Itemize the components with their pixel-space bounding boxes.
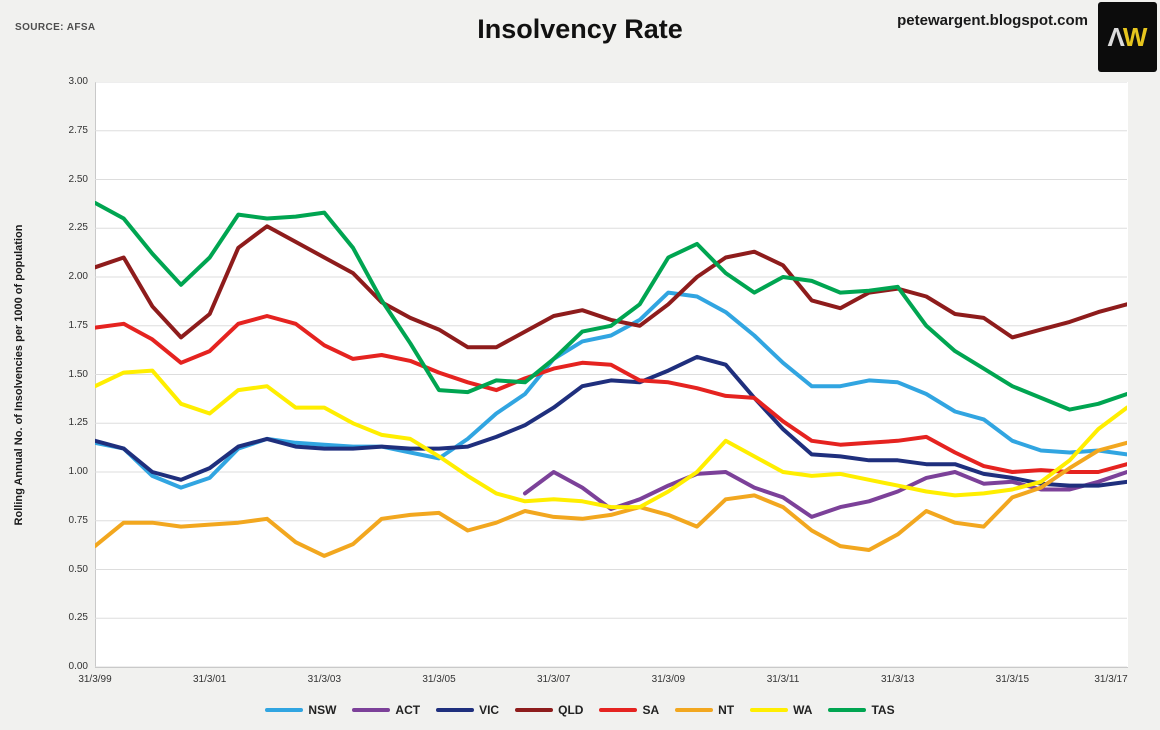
legend-swatch-SA xyxy=(599,708,638,712)
x-tick-label-31/3/09: 31/3/09 xyxy=(651,674,686,685)
series-line-QLD xyxy=(95,224,1127,350)
legend-swatch-ACT xyxy=(352,708,391,712)
x-tick-label-31/3/07: 31/3/07 xyxy=(536,674,571,685)
y-tick-label-1.00: 1.00 xyxy=(68,466,88,477)
legend-label-SA: SA xyxy=(642,703,660,717)
y-tick-label-0.75: 0.75 xyxy=(68,514,88,526)
legend-label-NT: NT xyxy=(718,703,735,717)
series-line-SA xyxy=(95,314,1127,474)
legend-label-TAS: TAS xyxy=(871,703,895,717)
aw-logo-letter-a: Λ xyxy=(1107,21,1125,52)
legend-item-WA: WA xyxy=(750,703,812,717)
site-url: petewargent.blogspot.com xyxy=(897,12,1088,29)
legend-item-VIC: VIC xyxy=(436,703,499,717)
series-line-NT xyxy=(95,440,1127,558)
source-note: SOURCE: AFSA xyxy=(15,22,96,33)
aw-logo-letter-w: W xyxy=(1122,21,1148,52)
legend-label-NSW: NSW xyxy=(308,703,337,717)
legend-label-ACT: ACT xyxy=(395,703,421,717)
y-tick-label-1.50: 1.50 xyxy=(68,368,88,380)
page-title: Insolvency Rate xyxy=(477,14,683,44)
series-line-ACT xyxy=(523,470,1127,519)
x-tick-label-31/3/11: 31/3/11 xyxy=(766,674,800,685)
y-axis-title-text: Rolling Annual No. of Insolvencies per 1… xyxy=(13,224,25,525)
x-tick-label-31/3/01: 31/3/01 xyxy=(192,674,227,685)
legend-label-WA: WA xyxy=(793,703,813,717)
legend-swatch-QLD xyxy=(515,708,554,712)
legend-item-NT: NT xyxy=(675,703,734,717)
series-line-TAS xyxy=(95,200,1127,412)
legend-item-SA: SA xyxy=(599,703,659,717)
legend-swatch-VIC xyxy=(436,708,475,712)
legend-swatch-NSW xyxy=(265,708,304,712)
x-tick-label-31/3/05: 31/3/05 xyxy=(422,674,456,685)
y-tick-label-2.25: 2.25 xyxy=(68,222,88,234)
chart-legend: NSW ACT VIC QLD SA NT WA TAS xyxy=(0,703,1160,717)
legend-item-NSW: NSW xyxy=(265,703,336,717)
legend-label-QLD: QLD xyxy=(558,703,584,717)
y-tick-label-2.50: 2.50 xyxy=(68,173,88,185)
y-tick-label-1.75: 1.75 xyxy=(68,319,88,331)
x-tick-label-31/3/03: 31/3/03 xyxy=(307,674,342,685)
y-tick-label-2.75: 2.75 xyxy=(68,124,88,136)
legend-swatch-TAS xyxy=(828,708,867,712)
legend-swatch-NT xyxy=(675,708,714,712)
y-tick-label-3.00: 3.00 xyxy=(68,76,88,87)
series-line-WA xyxy=(95,368,1127,510)
legend-swatch-WA xyxy=(750,708,789,712)
y-tick-label-0.50: 0.50 xyxy=(68,563,88,575)
legend-item-TAS: TAS xyxy=(828,703,895,717)
series-line-VIC xyxy=(95,354,1127,488)
x-tick-label-31/3/13: 31/3/13 xyxy=(880,674,915,685)
y-axis-title: Rolling Annual No. of Insolvencies per 1… xyxy=(10,82,28,667)
legend-label-VIC: VIC xyxy=(479,703,500,717)
y-tick-label-2.00: 2.00 xyxy=(68,271,88,282)
legend-item-QLD: QLD xyxy=(515,703,583,717)
legend-item-ACT: ACT xyxy=(352,703,420,717)
x-tick-label-31/3/99: 31/3/99 xyxy=(78,674,112,685)
x-tick-label-31/3/17: 31/3/17 xyxy=(1094,674,1128,685)
y-tick-label-0.25: 0.25 xyxy=(68,612,88,624)
insolvency-line-chart xyxy=(95,82,1127,667)
y-tick-label-0.00: 0.00 xyxy=(68,661,88,672)
x-tick-label-31/3/15: 31/3/15 xyxy=(995,674,1030,685)
y-tick-label-1.25: 1.25 xyxy=(68,417,88,429)
